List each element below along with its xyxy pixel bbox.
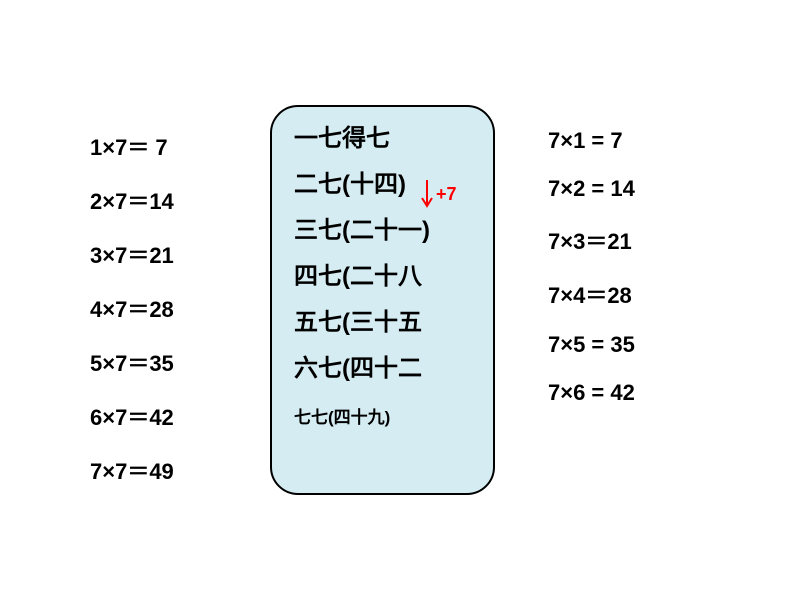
right-eq-5: 7×5 = 35 (548, 332, 635, 358)
left-eq-3: 3×7＝21 (90, 238, 174, 270)
center-row-7: 七七(四十九) (294, 403, 475, 428)
increment-label: +7 (436, 184, 457, 205)
left-eq-6: 6×7＝42 (90, 400, 174, 432)
center-row-5: 五七(三十五 (294, 311, 475, 335)
increment-annotation: +7 (420, 178, 457, 210)
left-equations-column: 1×7＝ 7 2×7＝14 3×7＝21 4×7＝28 5×7＝35 6×7＝4… (90, 130, 174, 508)
right-eq-6: 7×6 = 42 (548, 380, 635, 406)
right-equations-column: 7×1 = 7 7×2 = 14 7×3＝21 7×4＝28 7×5 = 35 … (548, 128, 635, 428)
center-row-6: 六七(四十二 (294, 357, 475, 381)
center-row-4: 四七(二十八 (294, 265, 475, 289)
right-eq-1: 7×1 = 7 (548, 128, 635, 154)
right-eq-4: 7×4＝28 (548, 278, 635, 310)
down-arrow-icon (420, 178, 434, 210)
left-eq-4: 4×7＝28 (90, 292, 174, 324)
right-eq-2: 7×2 = 14 (548, 176, 635, 202)
center-row-3: 三七(二十一) (294, 219, 475, 243)
right-eq-3: 7×3＝21 (548, 224, 635, 256)
left-eq-1: 1×7＝ 7 (90, 130, 174, 162)
center-mnemonic-box: 一七得七 二七(十四) 三七(二十一) 四七(二十八 五七(三十五 六七(四十二… (270, 105, 495, 495)
left-eq-7: 7×7＝49 (90, 454, 174, 486)
left-eq-2: 2×7＝14 (90, 184, 174, 216)
center-row-1: 一七得七 (294, 127, 475, 151)
left-eq-5: 5×7＝35 (90, 346, 174, 378)
